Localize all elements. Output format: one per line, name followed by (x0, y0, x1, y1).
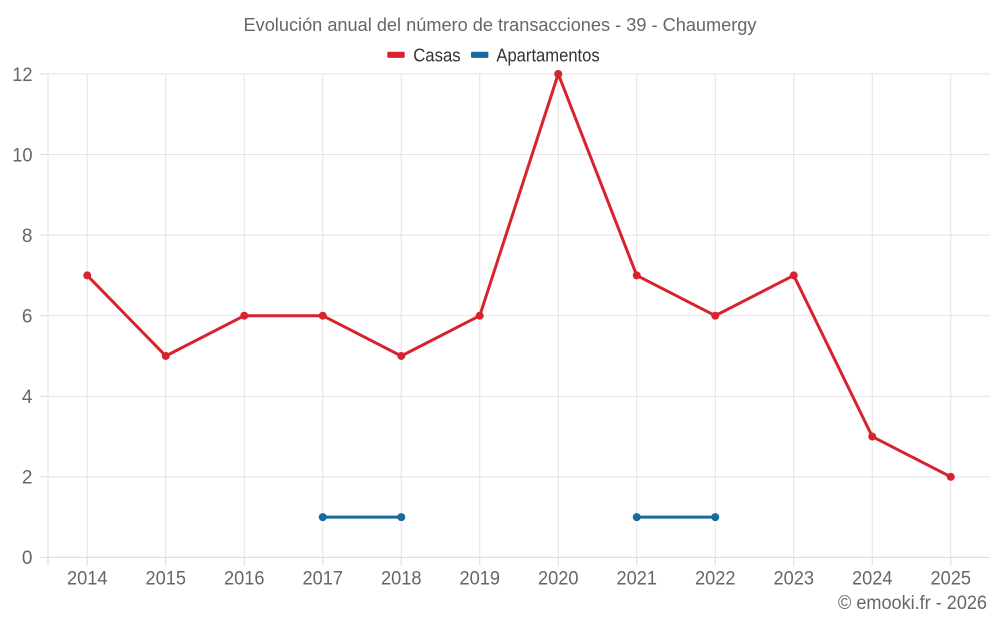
svg-text:2: 2 (22, 468, 33, 489)
svg-text:2024: 2024 (852, 569, 893, 590)
svg-text:0: 0 (22, 548, 33, 569)
svg-text:4: 4 (22, 387, 33, 408)
svg-text:2020: 2020 (538, 569, 579, 590)
svg-text:12: 12 (12, 65, 32, 86)
svg-text:2021: 2021 (617, 569, 658, 590)
svg-text:2016: 2016 (224, 569, 265, 590)
svg-text:2025: 2025 (931, 569, 972, 590)
svg-text:10: 10 (12, 145, 32, 166)
svg-text:Apartamentos: Apartamentos (496, 45, 599, 65)
svg-text:8: 8 (22, 226, 33, 247)
svg-text:2023: 2023 (774, 569, 815, 590)
svg-text:Casas: Casas (413, 45, 461, 65)
svg-text:Evolución anual del número de: Evolución anual del número de transaccio… (244, 15, 757, 35)
svg-text:2014: 2014 (67, 569, 108, 590)
svg-text:2015: 2015 (146, 569, 187, 590)
svg-text:2022: 2022 (695, 569, 736, 590)
svg-text:2017: 2017 (303, 569, 344, 590)
svg-text:2018: 2018 (381, 569, 422, 590)
svg-text:2019: 2019 (460, 569, 501, 590)
svg-text:© emooki.fr - 2026: © emooki.fr - 2026 (838, 593, 987, 614)
svg-text:6: 6 (22, 307, 33, 328)
